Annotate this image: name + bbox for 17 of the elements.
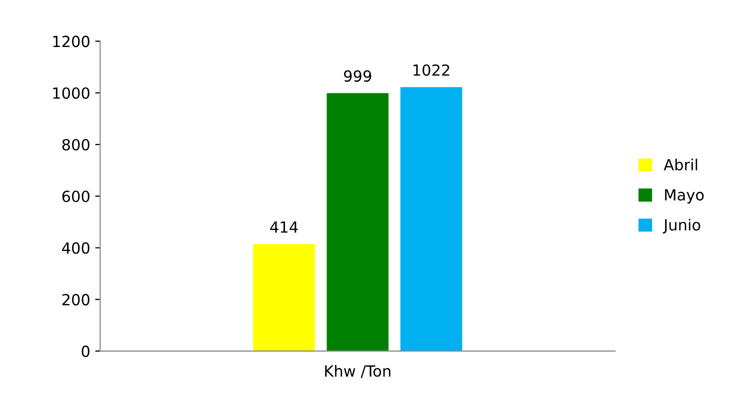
data-label: 414: [270, 222, 298, 233]
y-tick-label: 800: [62, 138, 90, 151]
legend-label: Abril: [664, 158, 698, 171]
y-tick-label: 200: [62, 294, 90, 306]
bar: [253, 244, 315, 352]
data-label: 999: [344, 70, 372, 82]
y-tick-label: 0: [82, 346, 90, 358]
y-tick-label: 1000: [53, 87, 90, 99]
data-label: 1022: [414, 64, 450, 76]
y-tick-label: 600: [62, 190, 90, 202]
bar: [326, 93, 389, 352]
legend-label: Junio: [662, 218, 700, 234]
y-tick-label: 1200: [53, 36, 90, 48]
legend-label: Mayo: [665, 189, 704, 204]
y-tick-label: 400: [62, 242, 90, 254]
x-tick-label: Khw /Ton: [325, 364, 390, 378]
bar: [400, 87, 462, 352]
